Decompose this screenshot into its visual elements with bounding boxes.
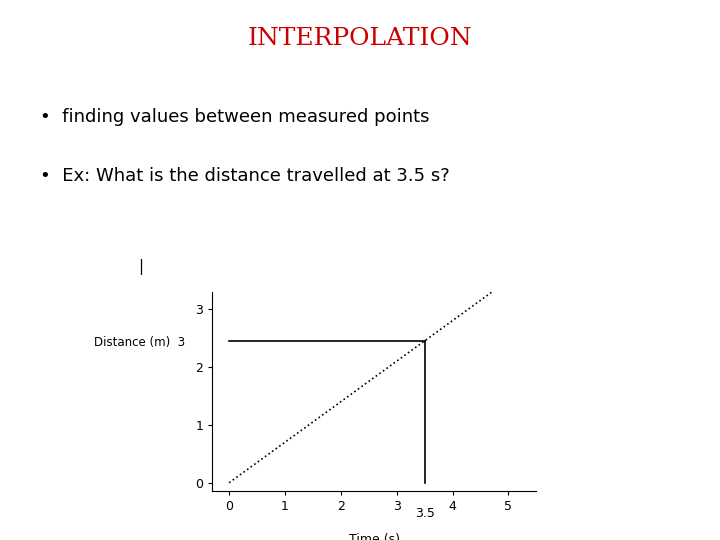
Text: Distance (m)  3: Distance (m) 3 bbox=[94, 336, 185, 349]
X-axis label: Time (s): Time (s) bbox=[349, 533, 400, 540]
Text: |: | bbox=[138, 259, 143, 275]
Text: •  finding values between measured points: • finding values between measured points bbox=[40, 108, 429, 126]
Text: INTERPOLATION: INTERPOLATION bbox=[248, 27, 472, 50]
Text: 3.5: 3.5 bbox=[415, 507, 435, 520]
Text: •  Ex: What is the distance travelled at 3.5 s?: • Ex: What is the distance travelled at … bbox=[40, 167, 449, 185]
